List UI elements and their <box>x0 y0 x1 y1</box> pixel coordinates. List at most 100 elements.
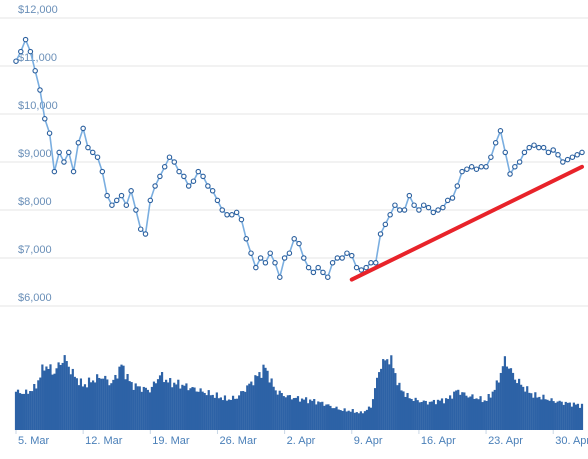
volume-bar <box>63 355 66 430</box>
volume-bar <box>503 356 507 430</box>
price-point <box>353 264 360 271</box>
price-point <box>137 226 144 232</box>
y-axis-ticks: $6,000 $7,000 $8,000 $9,000 $10,000 $11,000 $1… <box>18 4 58 304</box>
price-point <box>257 255 264 261</box>
price-point <box>123 202 130 208</box>
volume-bar <box>548 400 551 430</box>
volume-bar <box>286 395 289 430</box>
volume-bar <box>357 413 360 430</box>
volume-bar <box>499 372 502 430</box>
volume-bar <box>325 404 328 430</box>
volume-bar <box>294 397 298 430</box>
volume-bar <box>321 401 324 430</box>
volume-bar <box>558 400 561 430</box>
volume-bar <box>418 402 421 430</box>
price-point <box>296 240 302 247</box>
volume-bar <box>211 394 214 430</box>
volume-bar <box>528 392 531 430</box>
price-point <box>27 48 34 55</box>
x-tick-label: 19. Mar <box>152 435 190 447</box>
volume-bar <box>574 404 578 430</box>
volume-bar <box>540 399 543 430</box>
price-point <box>22 36 29 43</box>
volume-bar <box>87 377 91 430</box>
volume-bar <box>509 368 513 430</box>
volume-bar <box>481 402 484 430</box>
price-point <box>507 171 513 177</box>
volume-bar <box>477 399 480 430</box>
volume-bar <box>363 411 367 430</box>
volume-bar <box>568 402 571 430</box>
price-point <box>574 152 580 158</box>
volume-bar <box>400 390 403 430</box>
volume-bar <box>386 359 389 430</box>
price-point <box>243 236 249 242</box>
volume-bar <box>453 391 456 430</box>
price-point <box>372 260 379 266</box>
price-point <box>325 274 331 280</box>
volume-bar <box>20 393 24 430</box>
volume-bar <box>197 391 200 430</box>
volume-bar <box>112 379 115 430</box>
volume-bar <box>311 400 314 430</box>
price-point <box>152 183 158 189</box>
price-point <box>564 156 571 163</box>
volume-bar <box>327 404 330 430</box>
volume-bar <box>195 391 198 430</box>
volume-bar <box>173 382 176 430</box>
volume-bar <box>69 374 72 430</box>
volume-bar <box>240 391 243 430</box>
volume-bar <box>175 384 178 430</box>
volume-bar <box>258 372 261 430</box>
volume-bar <box>244 391 247 430</box>
volume-bar <box>371 399 375 430</box>
price-point <box>161 164 168 170</box>
volume-bar <box>426 404 429 430</box>
volume-bar <box>392 368 395 430</box>
volume-bar <box>406 392 409 430</box>
volume-bar <box>353 412 356 430</box>
price-point <box>444 197 451 204</box>
price-point <box>579 149 585 156</box>
price-point <box>473 166 480 172</box>
volume-bar <box>134 383 137 430</box>
price-point <box>272 260 278 266</box>
y-tick-label: $8,000 <box>18 196 52 208</box>
volume-bar <box>302 399 306 430</box>
price-point <box>435 207 441 213</box>
volume-bar <box>193 387 196 430</box>
volume-bar <box>254 375 257 430</box>
volume-bar <box>209 395 212 430</box>
volume-bar <box>536 397 539 430</box>
volume-bar <box>114 374 117 430</box>
price-point <box>32 68 38 74</box>
price-point <box>310 269 317 276</box>
volume-bar <box>229 399 233 430</box>
volume-bar <box>150 386 154 430</box>
volume-bar <box>489 397 492 430</box>
volume-bar <box>213 397 216 430</box>
price-point <box>516 159 523 165</box>
volume-bar <box>85 387 89 430</box>
volume-bar <box>380 368 383 430</box>
volume-bar <box>236 398 239 430</box>
volume-bar <box>459 394 462 430</box>
price-point <box>368 260 374 266</box>
volume-bar <box>341 410 344 430</box>
volume-bar <box>177 379 180 430</box>
volume-bar <box>471 394 474 430</box>
volume-bar <box>77 385 80 430</box>
volume-bar <box>187 390 190 430</box>
volume-bar <box>313 398 316 430</box>
volume-bar <box>432 399 436 430</box>
volume-bar <box>73 376 76 430</box>
volume-bar <box>361 413 365 430</box>
price-point <box>468 164 475 170</box>
volume-bar <box>544 399 547 430</box>
price-point <box>392 202 398 208</box>
price-point <box>301 255 307 261</box>
price-point <box>89 149 96 156</box>
price-point <box>459 168 465 175</box>
volume-bar <box>185 383 188 430</box>
price-point <box>502 149 509 156</box>
